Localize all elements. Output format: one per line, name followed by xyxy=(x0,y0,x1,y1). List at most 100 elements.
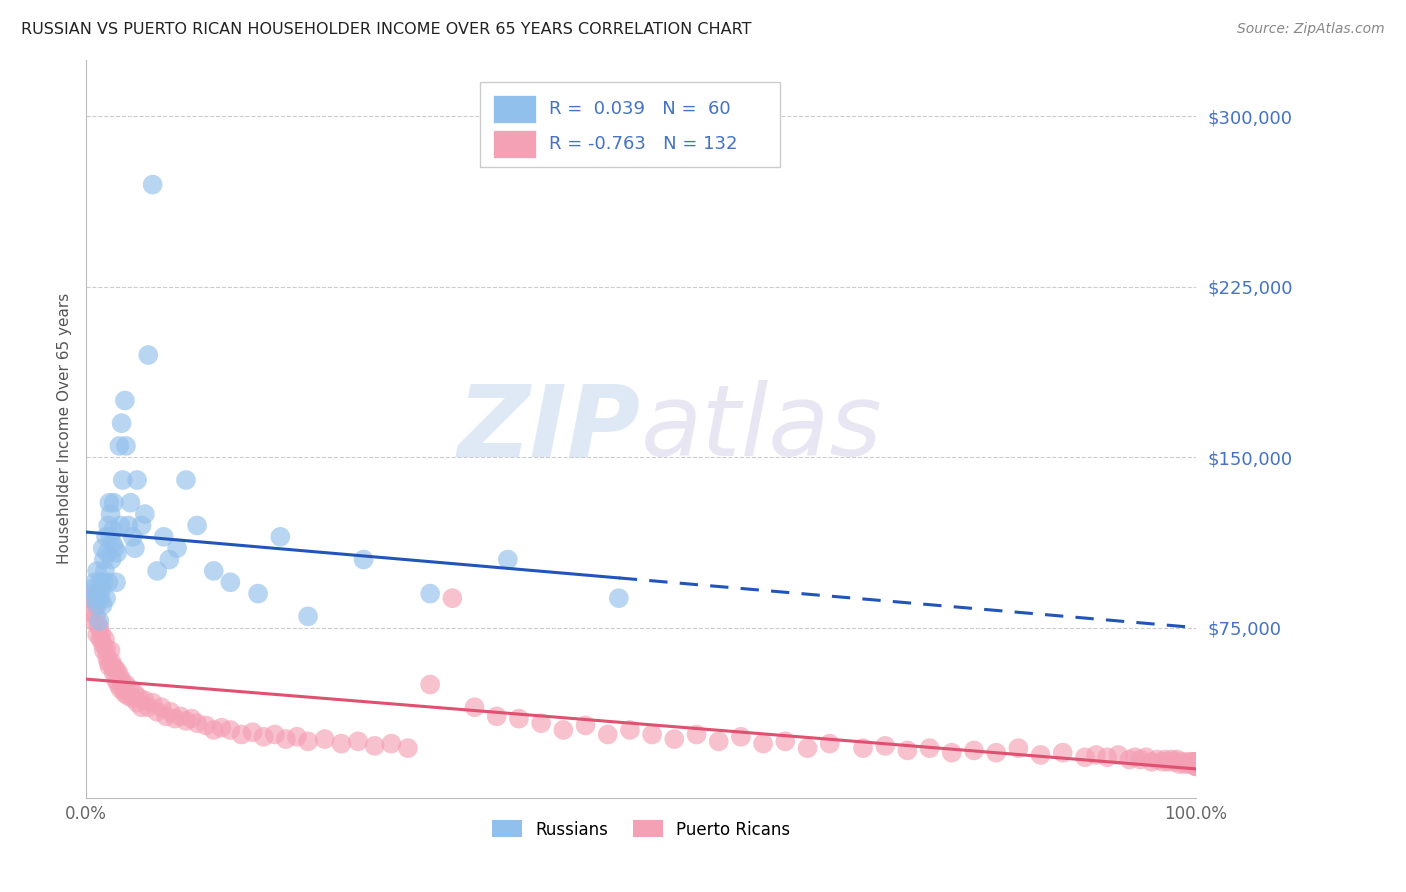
Point xyxy=(1007,741,1029,756)
Point xyxy=(105,673,128,687)
Point xyxy=(114,393,136,408)
Point xyxy=(105,546,128,560)
Point xyxy=(1157,755,1180,769)
Point xyxy=(86,598,108,612)
Point xyxy=(101,659,124,673)
Point xyxy=(174,473,197,487)
Point xyxy=(108,439,131,453)
Point xyxy=(155,709,177,723)
Point xyxy=(120,496,142,510)
Point xyxy=(396,741,419,756)
Point xyxy=(380,737,402,751)
Point xyxy=(111,677,134,691)
Point xyxy=(180,712,202,726)
Point xyxy=(202,723,225,737)
Point xyxy=(1185,759,1208,773)
Point xyxy=(146,564,169,578)
Point xyxy=(134,693,156,707)
Point xyxy=(104,662,127,676)
Point xyxy=(100,507,122,521)
Point xyxy=(253,730,276,744)
Point xyxy=(1185,757,1208,772)
Point xyxy=(607,591,630,606)
Point xyxy=(107,677,129,691)
Point xyxy=(97,575,120,590)
Point xyxy=(419,586,441,600)
Point xyxy=(1029,747,1052,762)
Point xyxy=(110,673,132,687)
Point xyxy=(110,681,132,696)
FancyBboxPatch shape xyxy=(479,82,780,167)
Point xyxy=(89,621,111,635)
Point xyxy=(91,541,114,556)
Point xyxy=(730,730,752,744)
Point xyxy=(314,732,336,747)
Point xyxy=(353,552,375,566)
Point xyxy=(166,541,188,556)
Point xyxy=(98,659,121,673)
Text: R =  0.039   N =  60: R = 0.039 N = 60 xyxy=(548,100,731,118)
Point xyxy=(93,552,115,566)
Point xyxy=(941,746,963,760)
Point xyxy=(94,641,117,656)
Point xyxy=(100,552,122,566)
Point xyxy=(752,737,775,751)
Point xyxy=(94,632,117,646)
Point xyxy=(1185,757,1208,772)
Point xyxy=(121,691,143,706)
Point xyxy=(96,546,118,560)
Point xyxy=(146,705,169,719)
Point xyxy=(108,668,131,682)
Point xyxy=(269,530,291,544)
Point xyxy=(94,530,117,544)
Point xyxy=(363,739,385,753)
Point xyxy=(1175,755,1198,769)
Point xyxy=(1185,757,1208,772)
Bar xyxy=(494,95,536,123)
Point xyxy=(1178,757,1201,772)
Text: R = -0.763   N = 132: R = -0.763 N = 132 xyxy=(548,135,737,153)
Point xyxy=(574,718,596,732)
Point xyxy=(1170,755,1192,769)
Point xyxy=(128,691,150,706)
Point xyxy=(91,637,114,651)
Point xyxy=(1174,757,1197,772)
Point xyxy=(100,655,122,669)
Point xyxy=(83,614,105,628)
Point xyxy=(93,643,115,657)
Point xyxy=(247,586,270,600)
Point xyxy=(163,712,186,726)
Point xyxy=(796,741,818,756)
Point xyxy=(120,681,142,696)
Point xyxy=(274,732,297,747)
Point xyxy=(1180,755,1202,769)
Point xyxy=(142,696,165,710)
Point xyxy=(114,687,136,701)
Point xyxy=(1166,752,1188,766)
Text: atlas: atlas xyxy=(641,380,883,477)
Point xyxy=(852,741,875,756)
Point xyxy=(121,530,143,544)
Point xyxy=(115,439,138,453)
Point xyxy=(242,725,264,739)
Point xyxy=(111,473,134,487)
Point xyxy=(1185,755,1208,769)
Point xyxy=(124,541,146,556)
Point xyxy=(1135,750,1157,764)
Point xyxy=(685,727,707,741)
Point xyxy=(1129,752,1152,766)
Point xyxy=(530,716,553,731)
Point xyxy=(100,530,122,544)
Point xyxy=(1123,750,1146,764)
Point xyxy=(419,677,441,691)
Point xyxy=(1107,747,1129,762)
Point xyxy=(1160,752,1182,766)
Point xyxy=(875,739,897,753)
Point xyxy=(986,746,1008,760)
Point xyxy=(263,727,285,741)
Point xyxy=(194,718,217,732)
Point xyxy=(152,530,174,544)
Point xyxy=(93,575,115,590)
Point xyxy=(347,734,370,748)
Point xyxy=(82,586,104,600)
